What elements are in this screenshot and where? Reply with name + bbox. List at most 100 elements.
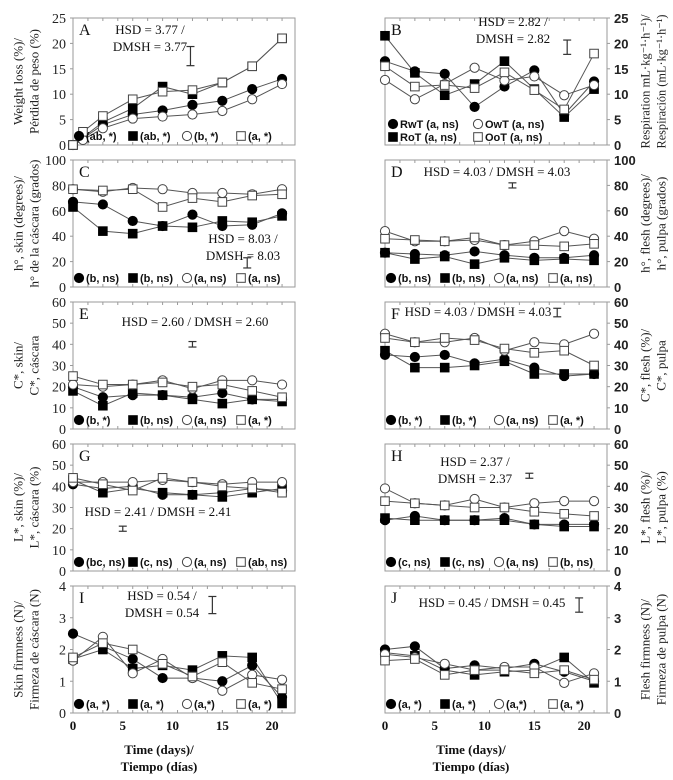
series-line-4 [72,188,283,208]
x-tick-label: 20 [266,718,279,733]
data-point [127,94,138,105]
data-point [277,211,287,221]
y-tick-label: 20 [614,522,628,537]
panel-letter: H [391,448,403,465]
data-point [276,477,288,488]
data-point [409,641,420,652]
legend-marker [548,699,558,709]
data-point [589,239,599,249]
data-point [98,111,108,121]
data-point [187,671,198,682]
legend-marker [493,556,505,568]
data-point [380,496,390,506]
legend-label: OoT (a, ns) [485,132,543,144]
data-point [277,189,287,200]
y-tick-label: 10 [52,402,66,417]
data-point [469,259,480,269]
y-tick-label: 40 [52,338,66,353]
data-point [469,335,480,345]
legend-marker [73,698,85,710]
data-point [589,48,599,59]
y-axis-label: Pérdida de peso (%) [27,29,42,134]
data-point [439,236,450,247]
data-point [559,677,570,688]
data-point [187,394,198,405]
data-point [127,215,138,227]
data-point [439,333,450,343]
data-point [247,394,257,405]
legend-label: (a, *) [560,699,584,711]
data-point [380,655,390,666]
x-tick-label: 5 [120,718,127,733]
x-tick-label: 10 [478,718,491,733]
y-tick-label: 1 [59,675,66,690]
data-point [97,392,108,403]
data-point [439,658,450,669]
data-point [98,400,108,411]
legend-marker [473,132,483,142]
panel-letter: J [391,590,397,607]
series-line-2 [384,252,595,265]
hsd-label: HSD = 2.60 / DMSH = 2.60 [122,314,269,329]
x-tick-label: 15 [528,718,542,733]
data-point [410,362,420,373]
series-line-2 [384,517,595,528]
data-point [409,351,420,363]
data-point [157,487,168,498]
legend-label: (a, ns) [506,273,539,285]
data-point [276,674,288,685]
data-point [559,254,569,264]
data-point [157,184,168,195]
data-point [499,240,510,250]
data-point [67,379,79,390]
data-point [127,653,138,665]
data-point [217,216,228,226]
data-point [529,71,540,82]
panel-letter: D [391,164,403,181]
legend-label: (a, ns) [506,557,539,569]
legend-label: (a, *) [248,699,272,711]
series-line-2 [72,648,283,704]
data-point [499,515,510,526]
y-tick-label: 0 [614,138,621,153]
data-point [98,379,108,390]
data-point [217,676,228,687]
legend-label: (a, ns) [248,273,281,285]
data-point [276,78,288,90]
y-axis-label: Flesh firmness (N)/ [638,599,653,700]
data-point [439,515,450,526]
x-tick-label: 0 [70,718,77,733]
data-point [277,684,287,694]
legend-marker [73,556,85,568]
y-tick-label: 20 [52,256,66,271]
series-line-2 [384,35,595,118]
legend-label: (a, *) [248,131,272,143]
data-point [589,674,599,685]
data-point [559,226,570,237]
data-point [589,255,599,266]
legend-label: (a, *) [452,699,476,711]
series-line-3 [384,67,595,100]
legend-label: (ab, ns) [248,557,287,569]
data-point [217,398,228,409]
y-tick-label: 10 [614,543,628,558]
legend-label: (b, *) [452,415,477,427]
panel-J: 0 1 2 3 4 Flesh firmness (N)/Firmeza de pulpa… [379,579,669,774]
legend-label: (ab, *) [140,131,171,143]
y-tick-label: 5 [59,114,66,129]
data-point [68,371,78,381]
panel-H: 0 10 20 30 40 50 60 L*, flesh (%)/L*, pulpa (%)… [379,437,669,579]
data-point [469,232,480,243]
legend-marker [385,698,397,710]
data-point [529,85,540,95]
data-point [157,473,168,483]
y-tick-label: 2 [614,643,621,658]
data-point [127,668,138,679]
y-tick-label: 50 [52,317,66,332]
y-tick-label: 2 [59,644,66,659]
hsd-label: HSD = 2.37 / [440,454,510,469]
y-axis-label: h°, pulpa (grados) [654,177,669,271]
data-point [97,123,108,134]
legend-marker [181,698,193,710]
